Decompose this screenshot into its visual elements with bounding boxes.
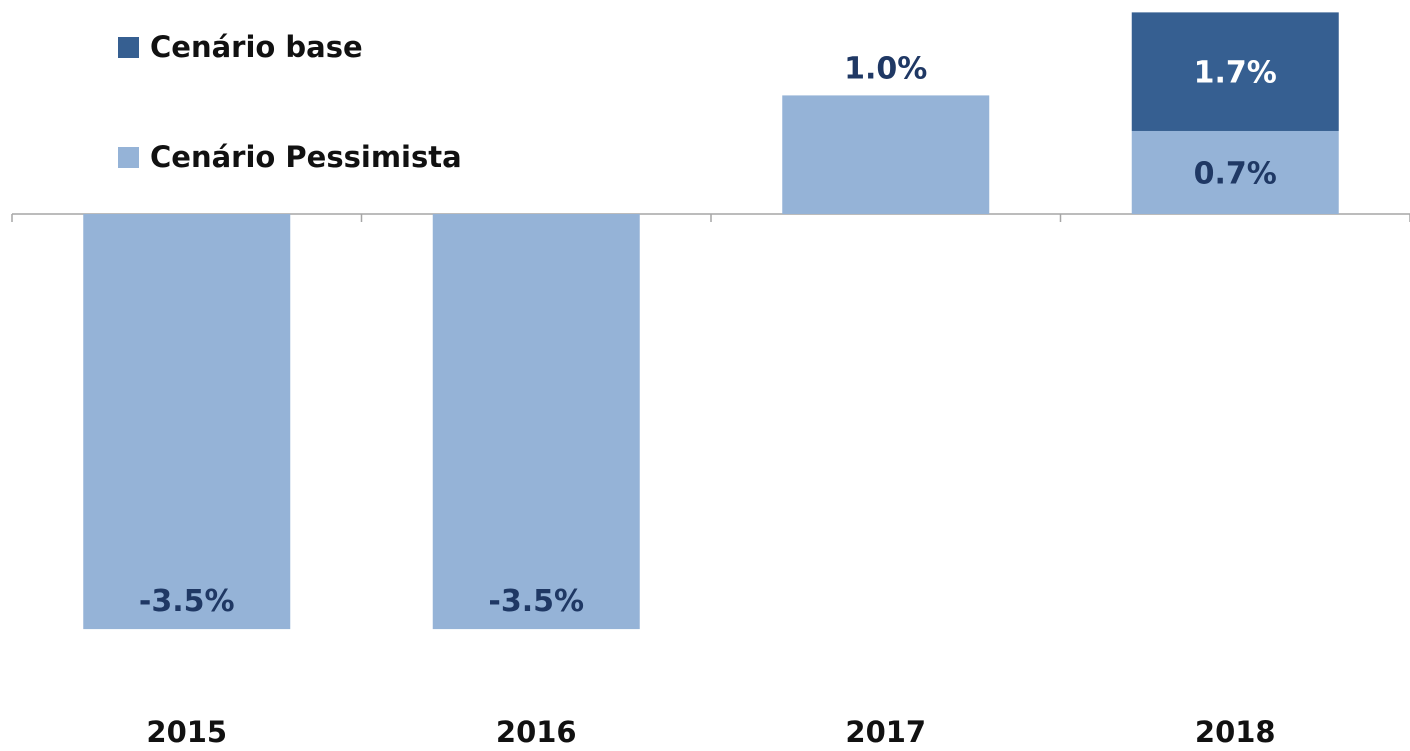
bar-2018-series-0	[1131, 130, 1339, 214]
legend-item-pessimista: Cenário Pessimista	[118, 140, 462, 174]
legend-swatch-base	[118, 36, 139, 58]
legend-label-pessimista: Cenário Pessimista	[150, 140, 462, 174]
data-label-2018-series-1: 1.7%	[1194, 56, 1277, 91]
data-label-2016-series-0: -3.5%	[488, 584, 584, 619]
x-tick-label-2018: 2018	[1195, 715, 1276, 749]
bar-2015-series-0	[83, 214, 291, 630]
data-label-2017-series-0: 1.0%	[844, 51, 927, 86]
x-tick-label-2017: 2017	[845, 715, 926, 749]
x-tick-label-2015: 2015	[146, 715, 227, 749]
legend-label-base: Cenário base	[150, 30, 363, 64]
bar-2016-series-0	[432, 214, 640, 630]
data-label-2018-series-0: 0.7%	[1194, 156, 1277, 191]
data-label-2015-series-0: -3.5%	[139, 584, 235, 619]
bar-2018-series-1	[1131, 12, 1339, 131]
legend-item-base: Cenário base	[118, 30, 363, 64]
x-tick-label-2016: 2016	[496, 715, 577, 749]
bar-2017-series-0	[782, 95, 990, 214]
legend-swatch-pessimista	[118, 146, 139, 168]
